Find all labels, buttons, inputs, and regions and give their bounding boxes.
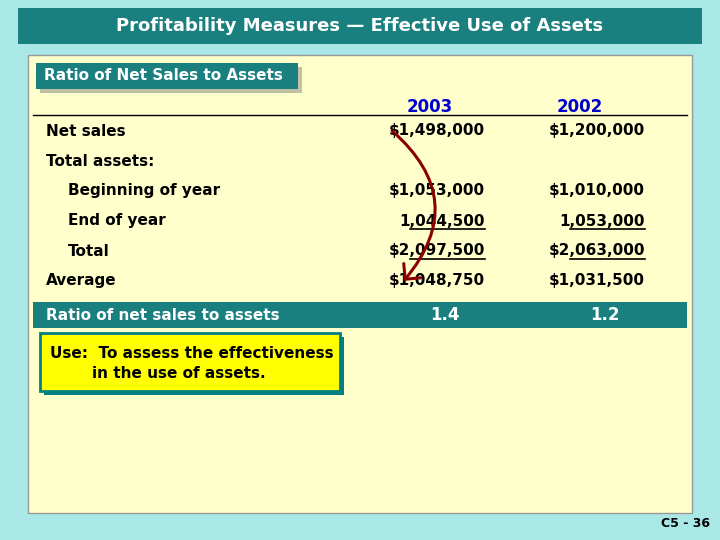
FancyBboxPatch shape <box>18 8 702 44</box>
Text: 2002: 2002 <box>557 98 603 116</box>
Text: 1,044,500: 1,044,500 <box>400 213 485 228</box>
Text: Ratio of Net Sales to Assets: Ratio of Net Sales to Assets <box>44 69 283 84</box>
Text: $2,063,000: $2,063,000 <box>549 244 645 259</box>
FancyBboxPatch shape <box>36 63 298 89</box>
Text: Profitability Measures — Effective Use of Assets: Profitability Measures — Effective Use o… <box>117 17 603 35</box>
Text: C5 - 36: C5 - 36 <box>661 517 710 530</box>
Text: 1.4: 1.4 <box>431 306 460 324</box>
Text: Total: Total <box>68 244 109 259</box>
Text: $2,097,500: $2,097,500 <box>389 244 485 259</box>
Text: 2003: 2003 <box>407 98 453 116</box>
Text: 1.2: 1.2 <box>590 306 620 324</box>
FancyBboxPatch shape <box>28 55 692 513</box>
Text: Beginning of year: Beginning of year <box>68 184 220 199</box>
FancyBboxPatch shape <box>40 333 340 391</box>
FancyBboxPatch shape <box>40 67 302 93</box>
Text: Total assets:: Total assets: <box>46 153 154 168</box>
Text: $1,031,500: $1,031,500 <box>549 273 645 288</box>
Text: $1,048,750: $1,048,750 <box>389 273 485 288</box>
FancyBboxPatch shape <box>44 337 344 395</box>
FancyBboxPatch shape <box>33 302 687 328</box>
Text: $1,200,000: $1,200,000 <box>549 124 645 138</box>
Text: Average: Average <box>46 273 117 288</box>
Text: $1,053,000: $1,053,000 <box>389 184 485 199</box>
Text: in the use of assets.: in the use of assets. <box>50 366 266 381</box>
Text: Use:  To assess the effectiveness: Use: To assess the effectiveness <box>50 346 333 361</box>
Text: $1,010,000: $1,010,000 <box>549 184 645 199</box>
Text: $1,498,000: $1,498,000 <box>389 124 485 138</box>
Text: 1,053,000: 1,053,000 <box>559 213 645 228</box>
Text: Net sales: Net sales <box>46 124 125 138</box>
Text: End of year: End of year <box>68 213 166 228</box>
Text: Ratio of net sales to assets: Ratio of net sales to assets <box>46 307 279 322</box>
FancyArrowPatch shape <box>392 131 435 279</box>
